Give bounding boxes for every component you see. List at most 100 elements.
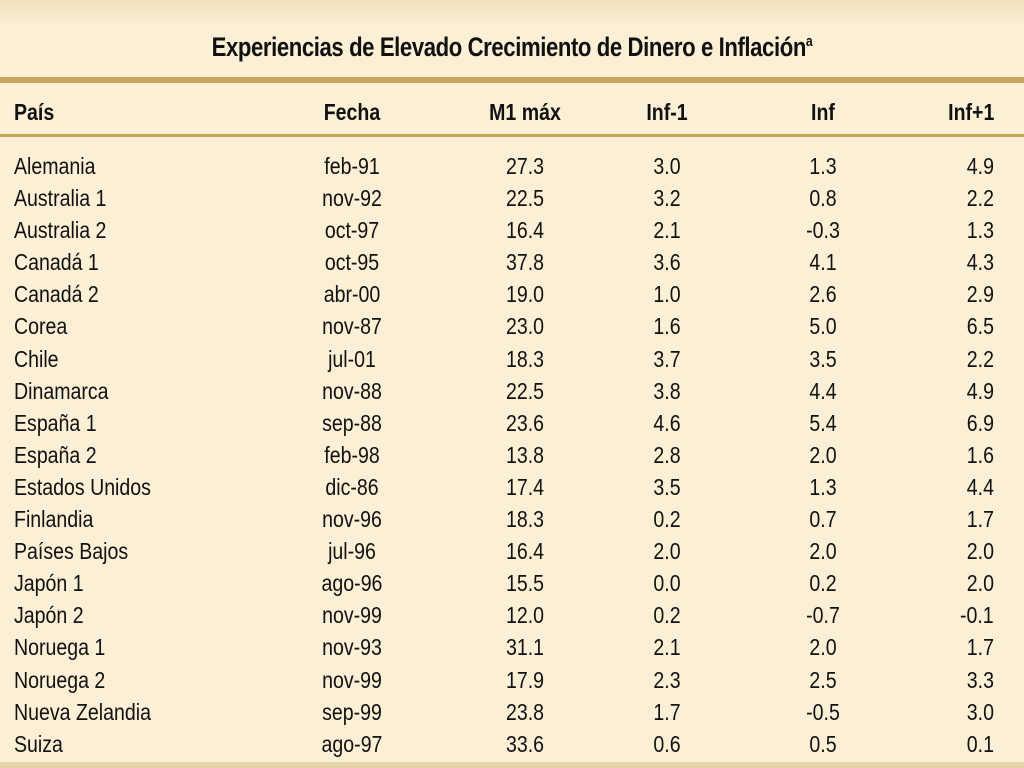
table-header-row: País Fecha M1 máx Inf-1 Inf Inf+1 — [0, 96, 1024, 128]
cell-pais: Dinamarca — [14, 377, 109, 404]
cell-inf-plus-1: 4.9 — [966, 377, 994, 404]
cell-inf-plus-1: 3.3 — [966, 666, 994, 693]
cell-inf: 4.4 — [809, 377, 837, 404]
cell-inf-minus-1: 2.8 — [653, 441, 681, 468]
cell-inf-plus-1: 2.0 — [966, 538, 994, 565]
cell-pais: Japón 2 — [14, 602, 84, 629]
header-inf: Inf — [811, 99, 835, 125]
cell-inf-plus-1: 6.5 — [966, 313, 994, 340]
table-row: Australia 2 oct-97 16.4 2.1 -0.3 1.3 — [0, 214, 1024, 246]
cell-inf-plus-1: 4.4 — [966, 473, 994, 500]
cell-inf-minus-1: 4.6 — [653, 409, 681, 436]
cell-inf-plus-1: 6.9 — [966, 409, 994, 436]
cell-m1-max: 23.8 — [505, 698, 545, 725]
cell-inf-minus-1: 0.6 — [653, 730, 681, 757]
cell-fecha: feb-91 — [324, 153, 380, 179]
cell-m1-max: 22.5 — [505, 185, 545, 212]
cell-pais: Canadá 1 — [14, 249, 99, 276]
top-decorative-strip — [0, 0, 1024, 28]
table-row: Nueva Zelandia sep-99 23.8 1.7 -0.5 3.0 — [0, 696, 1024, 728]
cell-fecha: ago-96 — [321, 570, 383, 597]
table-row: Japón 2 nov-99 12.0 0.2 -0.7 -0.1 — [0, 599, 1024, 631]
cell-inf-plus-1: 1.3 — [966, 217, 994, 244]
cell-m1-max: 33.6 — [505, 730, 545, 757]
cell-inf-minus-1: 3.6 — [653, 249, 681, 276]
cell-fecha: dic-86 — [325, 473, 379, 500]
cell-inf-minus-1: 2.1 — [653, 634, 681, 661]
cell-pais: Australia 1 — [14, 185, 107, 212]
cell-m1-max: 17.4 — [505, 473, 545, 500]
cell-inf-minus-1: 3.8 — [653, 377, 681, 404]
cell-inf: 0.8 — [809, 185, 837, 212]
cell-fecha: jul-01 — [328, 345, 376, 372]
header-inf-minus-1: Inf-1 — [646, 99, 688, 125]
cell-inf: 2.0 — [809, 441, 837, 468]
cell-m1-max: 27.3 — [505, 153, 545, 179]
cell-fecha: jul-96 — [328, 538, 376, 565]
cell-inf-plus-1: 1.6 — [966, 441, 994, 468]
cell-pais: Australia 2 — [14, 217, 107, 244]
cell-pais: Canadá 2 — [14, 281, 99, 308]
table-row: Japón 1 ago-96 15.5 0.0 0.2 2.0 — [0, 567, 1024, 599]
table-row: Corea nov-87 23.0 1.6 5.0 6.5 — [0, 310, 1024, 342]
title-footnote-mark: a — [805, 33, 813, 50]
cell-pais: Suiza — [14, 730, 63, 757]
cell-fecha: ago-97 — [321, 730, 383, 757]
cell-inf-plus-1: -0.1 — [960, 602, 994, 629]
cell-m1-max: 15.5 — [505, 570, 545, 597]
cell-m1-max: 22.5 — [505, 377, 545, 404]
cell-fecha: nov-93 — [322, 634, 382, 661]
header-m1-max: M1 máx — [489, 99, 561, 125]
cell-inf: 1.3 — [809, 153, 837, 179]
cell-pais: Estados Unidos — [14, 473, 151, 500]
cell-inf-minus-1: 3.7 — [653, 345, 681, 372]
table-row: Finlandia nov-96 18.3 0.2 0.7 1.7 — [0, 503, 1024, 535]
cell-pais: Noruega 1 — [14, 634, 106, 661]
cell-fecha: sep-88 — [322, 409, 382, 436]
table-row: Canadá 2 abr-00 19.0 1.0 2.6 2.9 — [0, 278, 1024, 310]
cell-inf: -0.5 — [806, 698, 840, 725]
cell-fecha: nov-96 — [322, 506, 382, 533]
table-row: Alemania feb-91 27.3 3.0 1.3 4.9 — [0, 150, 1024, 182]
cell-inf: 2.5 — [809, 666, 837, 693]
cell-pais: España 1 — [14, 409, 97, 436]
cell-pais: España 2 — [14, 441, 97, 468]
cell-fecha: oct-95 — [324, 249, 380, 276]
cell-inf-plus-1: 4.9 — [966, 153, 994, 179]
table-row: Noruega 2 nov-99 17.9 2.3 2.5 3.3 — [0, 664, 1024, 696]
table-row: Estados Unidos dic-86 17.4 3.5 1.3 4.4 — [0, 471, 1024, 503]
cell-inf-minus-1: 2.0 — [653, 538, 681, 565]
cell-inf-plus-1: 2.2 — [966, 345, 994, 372]
cell-m1-max: 23.0 — [505, 313, 545, 340]
cell-inf: 0.5 — [809, 730, 837, 757]
cell-inf-minus-1: 3.5 — [653, 473, 681, 500]
cell-m1-max: 37.8 — [505, 249, 545, 276]
cell-inf-minus-1: 1.7 — [653, 698, 681, 725]
cell-fecha: feb-98 — [324, 441, 380, 468]
cell-pais: Países Bajos — [14, 538, 129, 565]
header-divider — [0, 134, 1024, 137]
cell-m1-max: 12.0 — [505, 602, 545, 629]
cell-inf: 5.4 — [809, 409, 837, 436]
title-divider — [0, 77, 1024, 83]
table-row: Noruega 1 nov-93 31.1 2.1 2.0 1.7 — [0, 631, 1024, 663]
table-row: Suiza ago-97 33.6 0.6 0.5 0.1 — [0, 728, 1024, 760]
cell-fecha: nov-99 — [322, 602, 382, 629]
cell-inf-minus-1: 1.0 — [653, 281, 681, 308]
cell-inf-plus-1: 1.7 — [966, 634, 994, 661]
table-row: Dinamarca nov-88 22.5 3.8 4.4 4.9 — [0, 375, 1024, 407]
cell-pais: Corea — [14, 313, 68, 340]
cell-inf-minus-1: 3.0 — [653, 153, 681, 179]
cell-inf-minus-1: 2.1 — [653, 217, 681, 244]
cell-inf-minus-1: 1.6 — [653, 313, 681, 340]
cell-m1-max: 13.8 — [505, 441, 545, 468]
table-row: Australia 1 nov-92 22.5 3.2 0.8 2.2 — [0, 182, 1024, 214]
table-row: España 2 feb-98 13.8 2.8 2.0 1.6 — [0, 439, 1024, 471]
cell-pais: Noruega 2 — [14, 666, 106, 693]
cell-m1-max: 16.4 — [505, 538, 545, 565]
header-fecha: Fecha — [323, 99, 381, 125]
table-row: Chile jul-01 18.3 3.7 3.5 2.2 — [0, 343, 1024, 375]
header-pais: País — [14, 99, 55, 125]
table-row: Países Bajos jul-96 16.4 2.0 2.0 2.0 — [0, 535, 1024, 567]
cell-inf-minus-1: 0.0 — [653, 570, 681, 597]
